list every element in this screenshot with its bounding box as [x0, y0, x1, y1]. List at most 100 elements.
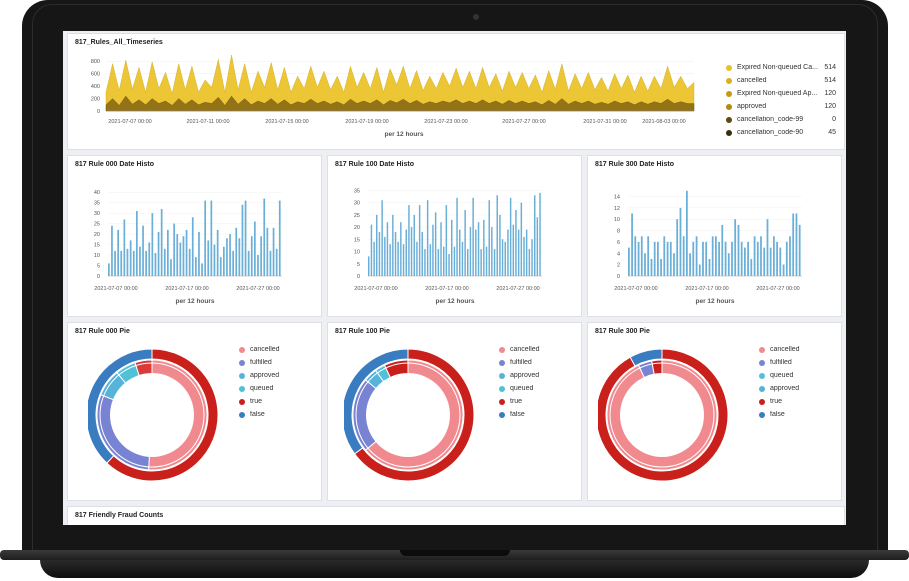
- histo-bar[interactable]: [459, 229, 461, 276]
- histo-bar[interactable]: [644, 253, 646, 276]
- histo-bar[interactable]: [711, 236, 714, 276]
- histo-bar[interactable]: [798, 224, 801, 276]
- histo-bar[interactable]: [408, 205, 410, 276]
- histo-bar[interactable]: [185, 229, 188, 276]
- histo-bar[interactable]: [753, 236, 756, 276]
- histo-bar[interactable]: [120, 250, 123, 276]
- outer-slice-false[interactable]: [344, 348, 409, 455]
- histo-bar[interactable]: [493, 249, 496, 276]
- histo-bar[interactable]: [148, 242, 151, 277]
- histo-bar[interactable]: [782, 264, 785, 276]
- histo-bar[interactable]: [405, 229, 407, 276]
- histo-bar[interactable]: [191, 217, 194, 276]
- legend-item[interactable]: approved: [239, 369, 319, 382]
- legend-item[interactable]: fulfilled: [499, 356, 579, 369]
- histo-bar[interactable]: [368, 256, 370, 276]
- histo-bar[interactable]: [628, 247, 630, 276]
- histo-bar[interactable]: [512, 224, 515, 276]
- histo-bar[interactable]: [539, 192, 541, 276]
- legend-item[interactable]: false: [499, 408, 579, 421]
- histo-bar[interactable]: [424, 249, 426, 276]
- legend-item[interactable]: cancellation_code-90 45: [726, 126, 836, 139]
- histo-bar[interactable]: [201, 263, 203, 276]
- histo-bar[interactable]: [776, 241, 778, 276]
- histo-bar[interactable]: [676, 219, 679, 276]
- histo-bar[interactable]: [477, 222, 480, 276]
- histo-bar[interactable]: [737, 224, 740, 276]
- histo-bar[interactable]: [472, 197, 474, 276]
- histo-bar[interactable]: [650, 259, 653, 276]
- histo-bar[interactable]: [789, 236, 791, 276]
- histo-bar[interactable]: [517, 229, 520, 276]
- histo-bar[interactable]: [686, 190, 688, 276]
- histo-bar[interactable]: [461, 241, 464, 276]
- histo-bar[interactable]: [263, 198, 266, 277]
- histo-bar[interactable]: [504, 241, 506, 276]
- histo-bar[interactable]: [394, 232, 397, 276]
- histo-bar[interactable]: [734, 219, 737, 276]
- histo-bar[interactable]: [163, 248, 166, 276]
- histo-bar[interactable]: [182, 236, 185, 276]
- histo-bar[interactable]: [429, 244, 432, 276]
- legend-item[interactable]: cancelled: [499, 343, 579, 356]
- histo-bar[interactable]: [485, 246, 488, 276]
- histo-bar[interactable]: [244, 200, 247, 276]
- histo-bar[interactable]: [254, 221, 256, 277]
- histo-bar[interactable]: [432, 224, 434, 276]
- outer-slice-false[interactable]: [629, 348, 663, 367]
- histo-bar[interactable]: [496, 195, 498, 276]
- histo-bar[interactable]: [689, 253, 691, 276]
- histo-bar[interactable]: [108, 263, 110, 276]
- histo-bar[interactable]: [779, 247, 782, 276]
- histo-bar[interactable]: [499, 214, 501, 276]
- histo-bar[interactable]: [426, 200, 429, 276]
- histo-bar[interactable]: [488, 200, 490, 276]
- legend-item[interactable]: approved: [499, 369, 579, 382]
- histo-bar[interactable]: [456, 197, 458, 276]
- histo-bar[interactable]: [179, 242, 182, 277]
- histo-bar[interactable]: [272, 227, 275, 276]
- histo-bar[interactable]: [660, 259, 662, 276]
- pie-panel-rule-300[interactable]: 817 Rule 300 Pie cancelled fulfilled queue…: [587, 322, 842, 501]
- histo-bar[interactable]: [373, 241, 375, 276]
- histo-bar[interactable]: [721, 224, 724, 276]
- histo-bar[interactable]: [402, 244, 405, 276]
- histo-chart-rule-300[interactable]: 0 2 4 6 8 10 12 14 2021-07-07 00:00 2021-07-17 00…: [588, 156, 842, 317]
- histo-bar[interactable]: [673, 253, 675, 276]
- histo-panel-rule-000[interactable]: 817 Rule 000 Date Histo 0 5 10 15 20 25 30 35 40…: [67, 155, 322, 317]
- histo-bar[interactable]: [640, 236, 643, 276]
- histo-bar[interactable]: [631, 213, 633, 277]
- histo-bar[interactable]: [528, 249, 531, 276]
- pie-panel-rule-100[interactable]: 817 Rule 100 Pie cancelled fulfilled appro…: [327, 322, 582, 501]
- histo-bar[interactable]: [669, 241, 672, 276]
- histo-bar[interactable]: [160, 209, 163, 276]
- histo-chart-rule-100[interactable]: 0 5 10 15 20 25 30 35 2021-07-07 00:00 2021-07-17…: [328, 156, 582, 317]
- histo-bar[interactable]: [491, 227, 493, 276]
- histo-bar[interactable]: [123, 219, 126, 276]
- histo-chart-rule-000[interactable]: 0 5 10 15 20 25 30 35 40 2021-07-07 00:00 2021-07-…: [68, 156, 322, 317]
- histo-bar[interactable]: [520, 202, 523, 276]
- histo-bar[interactable]: [480, 249, 482, 276]
- histo-bar[interactable]: [467, 249, 469, 276]
- histo-bar[interactable]: [413, 214, 415, 276]
- histo-bar[interactable]: [235, 227, 238, 276]
- pie-panel-rule-000[interactable]: 817 Rule 000 Pie cancelled fulfilled appro…: [67, 322, 322, 501]
- histo-bar[interactable]: [750, 259, 753, 276]
- timeseries-chart[interactable]: 0 200 400 600 800 2021-07-07 00:00 2021-07-11 …: [68, 37, 708, 149]
- histo-bar[interactable]: [117, 229, 120, 276]
- histo-bar[interactable]: [219, 257, 222, 276]
- histo-bar[interactable]: [744, 247, 746, 276]
- histo-bar[interactable]: [157, 232, 160, 276]
- histo-bar[interactable]: [769, 247, 772, 276]
- fraud-counts-panel[interactable]: 817 Friendly Fraud Counts: [67, 506, 845, 525]
- histo-bar[interactable]: [475, 229, 477, 276]
- histo-bar[interactable]: [269, 250, 272, 276]
- histo-bar[interactable]: [534, 195, 536, 276]
- legend-item[interactable]: queued: [759, 369, 839, 382]
- histo-bar[interactable]: [142, 225, 144, 276]
- histo-bar[interactable]: [416, 241, 418, 276]
- legend-item[interactable]: Expired Non-queued Ap... 120: [726, 87, 836, 100]
- histo-bar[interactable]: [731, 241, 733, 276]
- histo-bar[interactable]: [785, 241, 788, 276]
- histo-bar[interactable]: [653, 241, 656, 276]
